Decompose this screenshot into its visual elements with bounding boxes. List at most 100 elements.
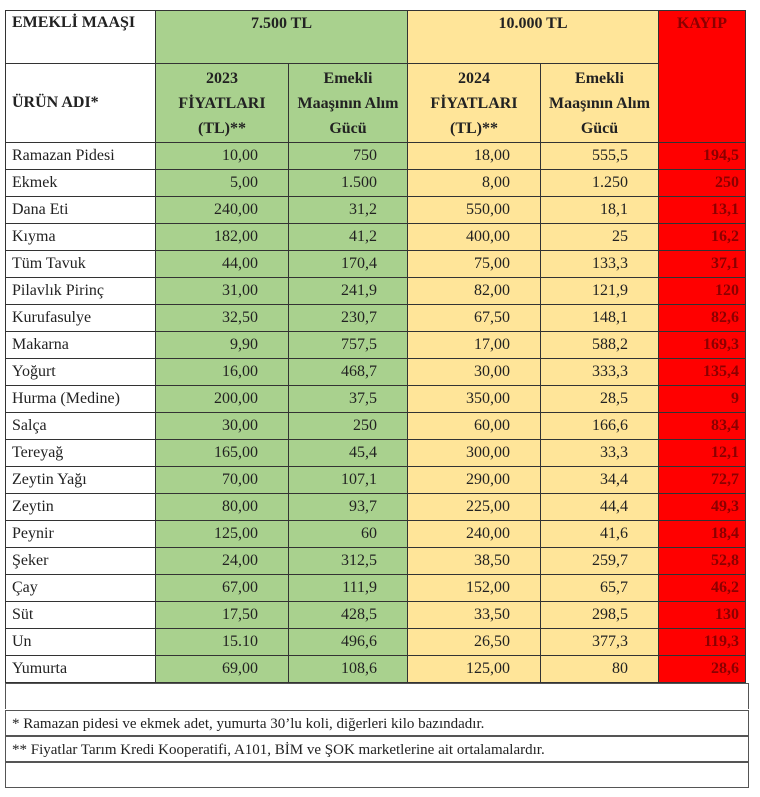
loss-value: 46,2	[658, 574, 746, 602]
price-2024: 82,00	[407, 277, 541, 305]
loss-value: 194,5	[658, 142, 746, 170]
price-2024: 8,00	[407, 169, 541, 197]
loss-value: 12,1	[658, 439, 746, 467]
loss-value: 250	[658, 169, 746, 197]
table-row: Kurufasulye 32,50 230,7 67,50 148,1 82,6	[5, 304, 746, 332]
power-2023: 496,6	[288, 628, 408, 656]
price-2023: 10,00	[155, 142, 289, 170]
product-name: Salça	[5, 412, 156, 440]
table-row: Makarna 9,90 757,5 17,00 588,2 169,3	[5, 331, 746, 359]
price-2023: 70,00	[155, 466, 289, 494]
price-2024: 67,50	[407, 304, 541, 332]
price-2024: 240,00	[407, 520, 541, 548]
price-2023: 67,00	[155, 574, 289, 602]
power-2024: 133,3	[540, 250, 659, 278]
loss-value: 28,6	[658, 655, 746, 683]
table-row: Ramazan Pidesi 10,00 750 18,00 555,5 194,5	[5, 142, 746, 170]
product-name: Yumurta	[5, 655, 156, 683]
product-name: Yoğurt	[5, 358, 156, 386]
power-2024: 65,7	[540, 574, 659, 602]
pension-purchasing-power-table: EMEKLİ MAAŞI 7.500 TL 10.000 TL KAYIP ÜR…	[5, 10, 746, 683]
product-name: Zeytin	[5, 493, 156, 521]
product-name: Zeytin Yağı	[5, 466, 156, 494]
price-2023: 16,00	[155, 358, 289, 386]
blank-footer-row	[5, 762, 749, 788]
loss-value: 72,7	[658, 466, 746, 494]
price-2024: 18,00	[407, 142, 541, 170]
price-2023: 44,00	[155, 250, 289, 278]
loss-value: 18,4	[658, 520, 746, 548]
loss-value: 82,6	[658, 304, 746, 332]
table-row: Kıyma 182,00 41,2 400,00 25 16,2	[5, 223, 746, 251]
power-2023: 757,5	[288, 331, 408, 359]
power-2024: 34,4	[540, 466, 659, 494]
power-2024-header: Emekli Maaşının Alım Gücü	[540, 63, 659, 143]
table-row: Tüm Tavuk 44,00 170,4 75,00 133,3 37,1	[5, 250, 746, 278]
power-2023: 31,2	[288, 196, 408, 224]
power-2024: 259,7	[540, 547, 659, 575]
power-2023: 45,4	[288, 439, 408, 467]
loss-value: 119,3	[658, 628, 746, 656]
price-2023: 17,50	[155, 601, 289, 629]
power-2023: 241,9	[288, 277, 408, 305]
price-2023: 165,00	[155, 439, 289, 467]
product-name: Kurufasulye	[5, 304, 156, 332]
loss-value: 83,4	[658, 412, 746, 440]
price-2024: 33,50	[407, 601, 541, 629]
loss-value: 130	[658, 601, 746, 629]
price-2024: 152,00	[407, 574, 541, 602]
power-2024: 25	[540, 223, 659, 251]
price-2023: 200,00	[155, 385, 289, 413]
table-row: Ekmek 5,00 1.500 8,00 1.250 250	[5, 169, 746, 197]
product-name: Hurma (Medine)	[5, 385, 156, 413]
price-2024: 30,00	[407, 358, 541, 386]
power-2023: 428,5	[288, 601, 408, 629]
power-2024: 298,5	[540, 601, 659, 629]
power-2024: 1.250	[540, 169, 659, 197]
power-2023: 111,9	[288, 574, 408, 602]
power-2024: 80	[540, 655, 659, 683]
power-2023: 108,6	[288, 655, 408, 683]
table-row: Yumurta 69,00 108,6 125,00 80 28,6	[5, 655, 746, 683]
price-2023: 182,00	[155, 223, 289, 251]
product-name: Süt	[5, 601, 156, 629]
loss-value: 135,4	[658, 358, 746, 386]
power-2023-header: Emekli Maaşının Alım Gücü	[288, 63, 408, 143]
price-2023: 30,00	[155, 412, 289, 440]
price-2023: 125,00	[155, 520, 289, 548]
price-2024: 400,00	[407, 223, 541, 251]
price-2024: 60,00	[407, 412, 541, 440]
table-row: Zeytin Yağı 70,00 107,1 290,00 34,4 72,7	[5, 466, 746, 494]
power-2024: 555,5	[540, 142, 659, 170]
loss-value: 37,1	[658, 250, 746, 278]
table-row: Tereyağ 165,00 45,4 300,00 33,3 12,1	[5, 439, 746, 467]
product-name: Peynir	[5, 520, 156, 548]
power-2023: 41,2	[288, 223, 408, 251]
loss-value: 16,2	[658, 223, 746, 251]
power-2023: 60	[288, 520, 408, 548]
product-name: Çay	[5, 574, 156, 602]
product-name: Tüm Tavuk	[5, 250, 156, 278]
salary-2024: 10.000 TL	[407, 10, 659, 64]
loss-value: 52,8	[658, 547, 746, 575]
price-2023: 5,00	[155, 169, 289, 197]
loss-value: 9	[658, 385, 746, 413]
footnote-1: * Ramazan pidesi ve ekmek adet, yumurta …	[5, 710, 749, 736]
table-row: Pilavlık Pirinç 31,00 241,9 82,00 121,9 120	[5, 277, 746, 305]
price-2023: 24,00	[155, 547, 289, 575]
price-2024-header: 2024 FİYATLARI (TL)**	[407, 63, 541, 143]
table-row: Dana Eti 240,00 31,2 550,00 18,1 13,1	[5, 196, 746, 224]
power-2024: 166,6	[540, 412, 659, 440]
power-2023: 312,5	[288, 547, 408, 575]
price-2024: 300,00	[407, 439, 541, 467]
product-name: Ekmek	[5, 169, 156, 197]
table-row: Çay 67,00 111,9 152,00 65,7 46,2	[5, 574, 746, 602]
price-2024: 75,00	[407, 250, 541, 278]
price-2024: 550,00	[407, 196, 541, 224]
power-2023: 750	[288, 142, 408, 170]
power-2023: 1.500	[288, 169, 408, 197]
table-row: Peynir 125,00 60 240,00 41,6 18,4	[5, 520, 746, 548]
product-name: Un	[5, 628, 156, 656]
price-2023: 15.10	[155, 628, 289, 656]
product-header: ÜRÜN ADI*	[5, 63, 156, 143]
